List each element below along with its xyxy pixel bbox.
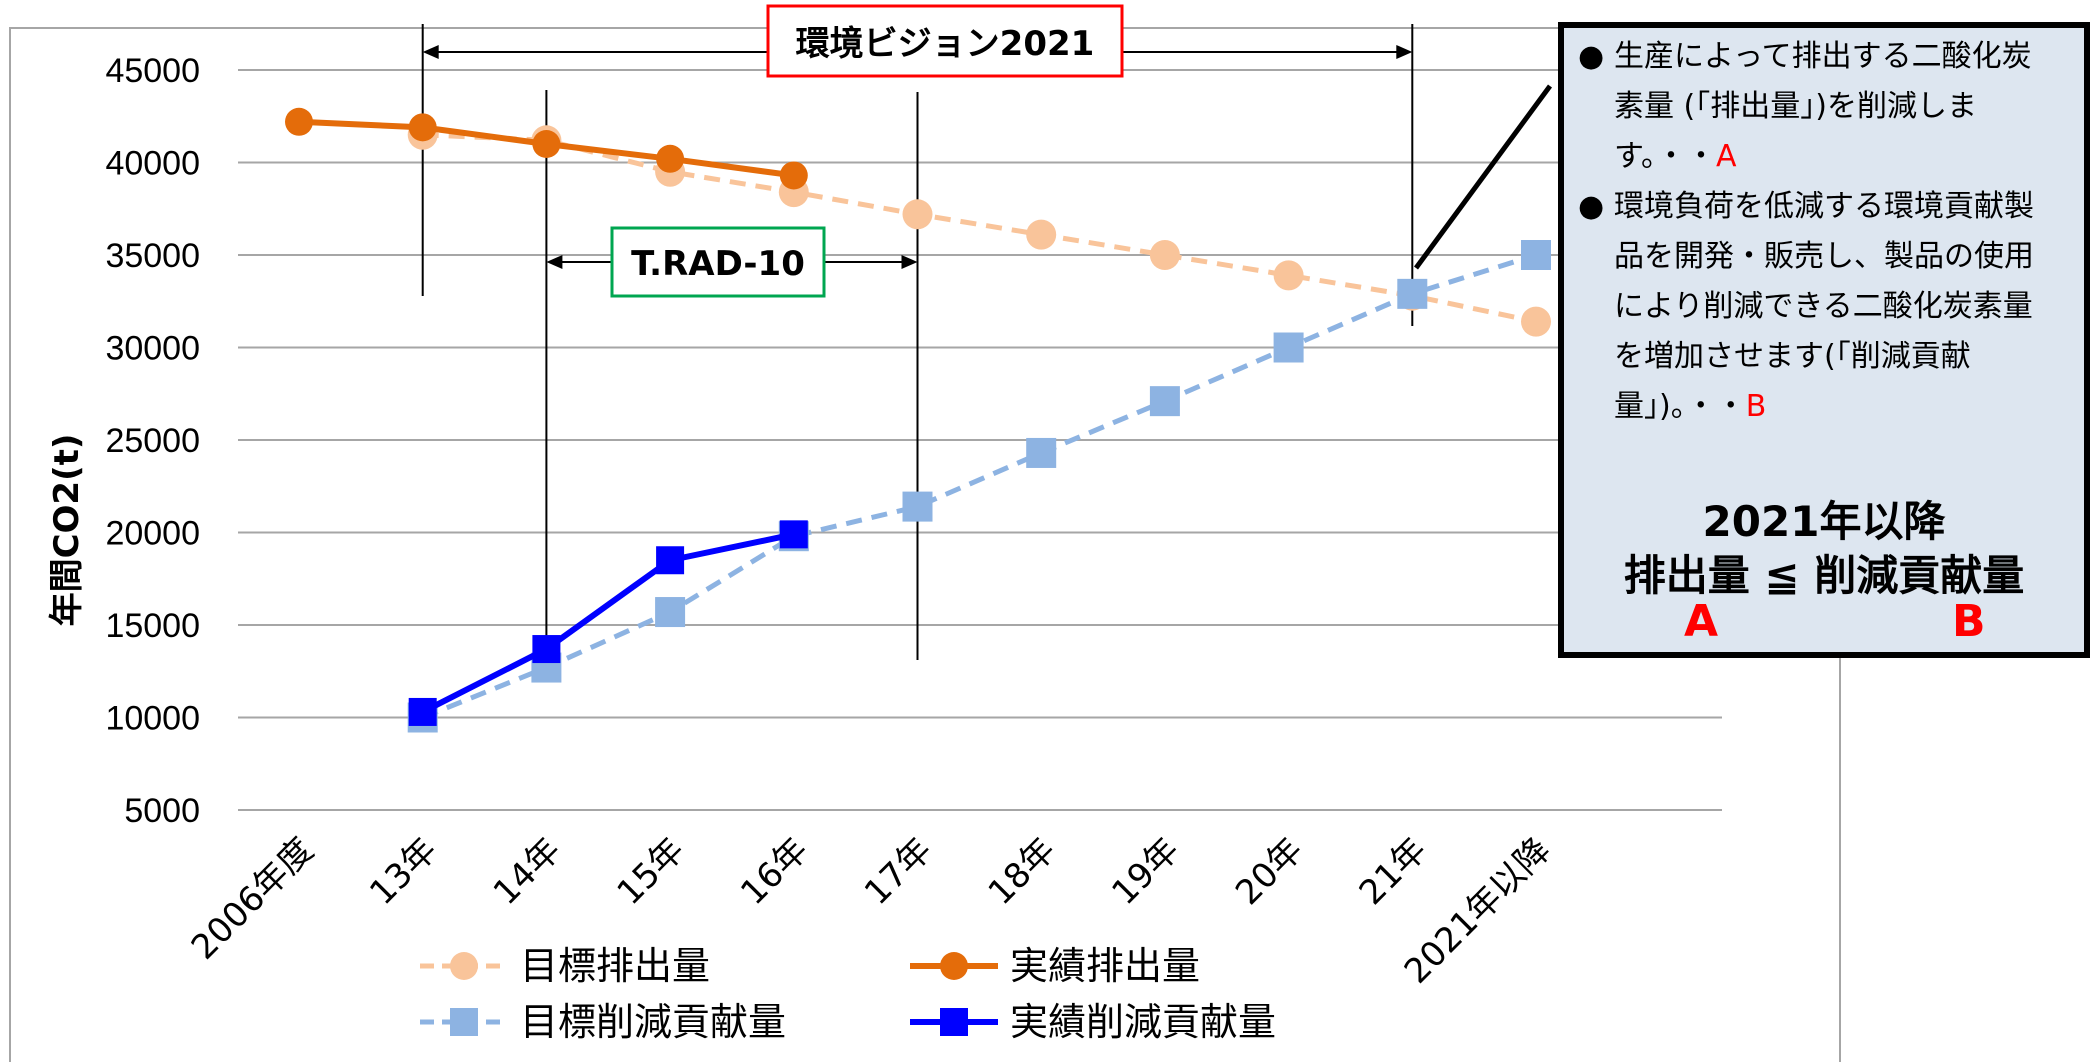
trad-arrow-head-right bbox=[901, 255, 918, 269]
series-2-point-9 bbox=[1397, 278, 1428, 309]
trad-label: T.RAD-10 bbox=[631, 244, 805, 284]
legend-label-3: 実績削減貢献量 bbox=[1010, 1000, 1276, 1044]
y-tick-45000: 45000 bbox=[105, 52, 200, 90]
callout-relation: 排出量 ≦ 削減貢献量 bbox=[1623, 551, 2025, 600]
series-0-point-7 bbox=[1149, 240, 1180, 270]
legend-swatch-marker-3 bbox=[940, 1008, 968, 1036]
data-series bbox=[285, 107, 1551, 733]
vision-arrow-head-left bbox=[422, 45, 439, 59]
callout-bullet-contribution: ● 環境負荷を低減する環境貢献製品を開発・販売し、製品の使用により削減できる二酸… bbox=[1578, 182, 2054, 432]
series-0-point-8 bbox=[1273, 260, 1304, 291]
trad-arrow-head-left bbox=[546, 255, 563, 269]
series-2-point-7 bbox=[1149, 386, 1180, 417]
trad-label-box bbox=[610, 226, 826, 298]
series-1-point-1 bbox=[408, 113, 437, 142]
callout-label-a: A bbox=[1684, 596, 1719, 647]
y-tick-40000: 40000 bbox=[105, 145, 200, 183]
y-tick-5000: 5000 bbox=[124, 792, 200, 830]
bullet-text: 環境負荷を低減する環境貢献製品を開発・販売し、製品の使用により削減できる二酸化炭… bbox=[1614, 189, 2034, 424]
callout-pointer bbox=[1413, 84, 1553, 270]
callout-bullet-emission: ● 生産によって排出する二酸化炭素量 (「排出量」)を削減します。・・A bbox=[1578, 32, 2054, 182]
y-tick-15000: 15000 bbox=[105, 607, 200, 645]
y-axis-label: 年間CO2(t) bbox=[47, 434, 87, 627]
series-2-line-0 bbox=[421, 252, 1537, 720]
series-3-point-3 bbox=[656, 546, 685, 575]
legend-label-0: 目標排出量 bbox=[520, 944, 710, 988]
vision-label-box bbox=[766, 4, 1124, 78]
series-3-point-1 bbox=[408, 697, 437, 726]
legend-swatch-marker-0 bbox=[450, 952, 478, 980]
y-tick-10000: 10000 bbox=[105, 700, 200, 738]
legend-swatch-marker-1 bbox=[940, 952, 968, 980]
series-1-point-3 bbox=[656, 144, 685, 173]
series-1 bbox=[285, 107, 808, 190]
legend-label-1: 実績排出量 bbox=[1010, 944, 1200, 988]
series-3-line-0 bbox=[421, 531, 795, 715]
series-2-point-5 bbox=[902, 491, 933, 522]
series-2-point-10 bbox=[1521, 240, 1551, 270]
legend-swatch-marker-2 bbox=[450, 1008, 478, 1036]
callout-label-b: B bbox=[1952, 596, 1986, 647]
legend-label-2: 目標削減貢献量 bbox=[520, 1000, 786, 1044]
bullet-text: 生産によって排出する二酸化炭素量 (「排出量」)を削減します。・・ bbox=[1614, 39, 2032, 174]
span-annotations: 環境ビジョン2021 T.RAD-10 bbox=[421, 4, 1414, 670]
y-tick-25000: 25000 bbox=[105, 422, 200, 460]
chart-frame bbox=[9, 27, 1841, 1062]
series-1-point-2 bbox=[532, 130, 561, 158]
bullet-dot: ● bbox=[1578, 189, 1605, 224]
y-tick-35000: 35000 bbox=[105, 237, 200, 275]
vision-label: 環境ビジョン2021 bbox=[796, 24, 1095, 64]
series-0-point-6 bbox=[1026, 219, 1057, 250]
series-3 bbox=[408, 520, 808, 726]
series-2-point-8 bbox=[1273, 332, 1304, 363]
callout-pointer-line bbox=[1413, 84, 1553, 270]
y-tick-30000: 30000 bbox=[105, 330, 200, 368]
callout-box: ● 生産によって排出する二酸化炭素量 (「排出量」)を削減します。・・A ● 環… bbox=[1558, 22, 2090, 658]
series-2-point-6 bbox=[1026, 437, 1057, 468]
y-tick-20000: 20000 bbox=[105, 515, 200, 553]
series-3-point-4 bbox=[779, 520, 808, 549]
bullet-marker-a: A bbox=[1716, 139, 1737, 174]
series-0-point-10 bbox=[1521, 306, 1551, 337]
series-0-line-0 bbox=[422, 132, 1537, 325]
y-tick-labels: 5000 10000 15000 20000 25000 30000 35000 40000 4… bbox=[105, 52, 200, 830]
series-1-point-0 bbox=[285, 107, 313, 136]
series-3-point-2 bbox=[532, 635, 561, 664]
bullet-marker-b: B bbox=[1745, 389, 1767, 424]
callout-heading: 2021年以降 bbox=[1702, 497, 1946, 546]
series-1-point-4 bbox=[779, 161, 808, 190]
series-0-point-5 bbox=[902, 199, 933, 230]
bullet-dot: ● bbox=[1578, 39, 1605, 74]
vision-arrow-head-right bbox=[1396, 45, 1413, 59]
series-2-point-3 bbox=[655, 597, 686, 628]
